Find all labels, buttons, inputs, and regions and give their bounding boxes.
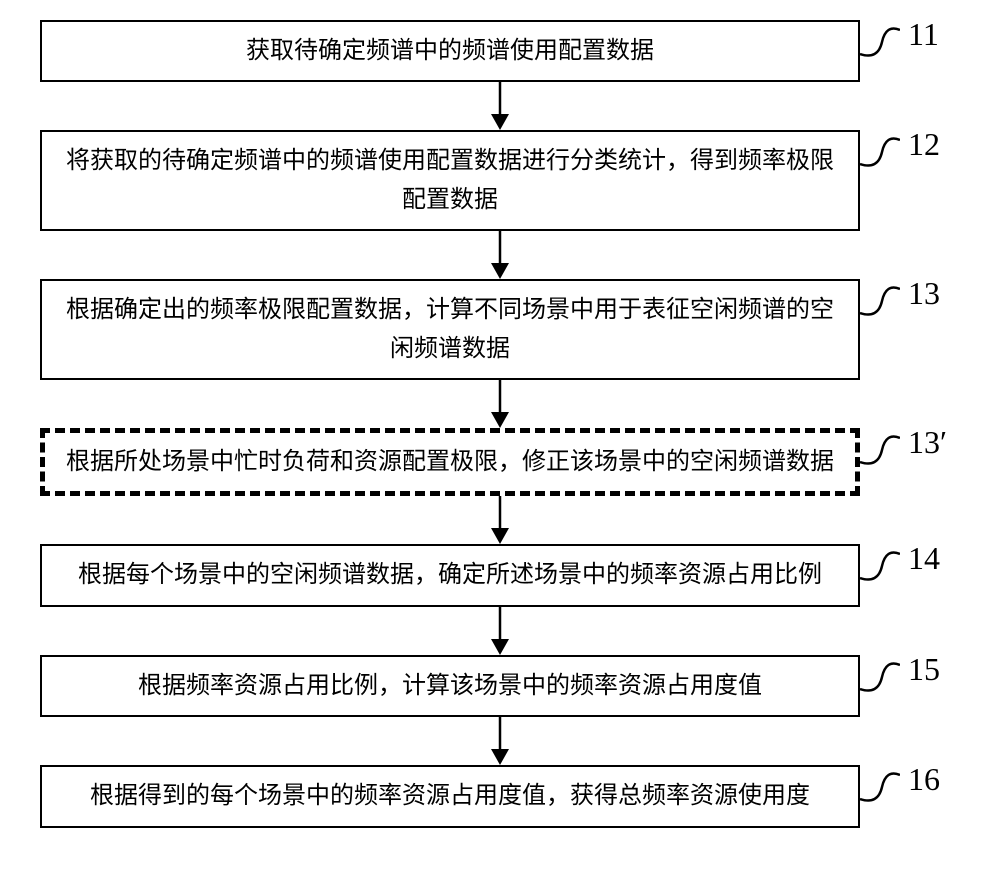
step-box-13p: 根据所处场景中忙时负荷和资源配置极限，修正该场景中的空闲频谱数据 <box>40 428 860 496</box>
step-row-13p: 根据所处场景中忙时负荷和资源配置极限，修正该场景中的空闲频谱数据 13′ <box>20 428 980 496</box>
step-label-15: 15 <box>908 651 940 688</box>
step-box-12: 将获取的待确定频谱中的频谱使用配置数据进行分类统计，得到频率极限配置数据 <box>40 130 860 231</box>
step-label-13: 13 <box>908 275 940 312</box>
step-label-11: 11 <box>908 16 939 53</box>
curve-connector <box>860 20 900 64</box>
arrow-down <box>20 496 980 544</box>
step-text-11: 获取待确定频谱中的频谱使用配置数据 <box>246 32 654 70</box>
step-text-13: 根据确定出的频率极限配置数据，计算不同场景中用于表征空闲频谱的空闲频谱数据 <box>62 291 838 368</box>
step-row-14: 根据每个场景中的空闲频谱数据，确定所述场景中的频率资源占用比例 14 <box>20 544 980 606</box>
arrow-down <box>20 380 980 428</box>
curve-connector <box>860 130 900 174</box>
step-text-12: 将获取的待确定频谱中的频谱使用配置数据进行分类统计，得到频率极限配置数据 <box>62 142 838 219</box>
step-text-16: 根据得到的每个场景中的频率资源占用度值，获得总频率资源使用度 <box>90 777 810 815</box>
step-row-16: 根据得到的每个场景中的频率资源占用度值，获得总频率资源使用度 16 <box>20 765 980 827</box>
step-label-13p: 13′ <box>908 424 947 461</box>
curve-connector <box>860 765 900 809</box>
step-label-16: 16 <box>908 761 940 798</box>
step-box-14: 根据每个场景中的空闲频谱数据，确定所述场景中的频率资源占用比例 <box>40 544 860 606</box>
step-label-12: 12 <box>908 126 940 163</box>
step-text-13p: 根据所处场景中忙时负荷和资源配置极限，修正该场景中的空闲频谱数据 <box>66 443 834 481</box>
step-row-13: 根据确定出的频率极限配置数据，计算不同场景中用于表征空闲频谱的空闲频谱数据 13 <box>20 279 980 380</box>
curve-connector <box>860 544 900 588</box>
step-box-13: 根据确定出的频率极限配置数据，计算不同场景中用于表征空闲频谱的空闲频谱数据 <box>40 279 860 380</box>
arrow-down <box>20 717 980 765</box>
curve-connector <box>860 655 900 699</box>
arrow-down <box>20 607 980 655</box>
flowchart-container: 获取待确定频谱中的频谱使用配置数据 11 将获取的待确定频谱中的频谱使用配置数据… <box>20 20 980 828</box>
step-row-15: 根据频率资源占用比例，计算该场景中的频率资源占用度值 15 <box>20 655 980 717</box>
step-label-14: 14 <box>908 540 940 577</box>
curve-connector <box>860 279 900 323</box>
curve-connector <box>860 428 900 472</box>
step-box-11: 获取待确定频谱中的频谱使用配置数据 <box>40 20 860 82</box>
arrow-down <box>20 231 980 279</box>
step-row-11: 获取待确定频谱中的频谱使用配置数据 11 <box>20 20 980 82</box>
step-box-16: 根据得到的每个场景中的频率资源占用度值，获得总频率资源使用度 <box>40 765 860 827</box>
step-row-12: 将获取的待确定频谱中的频谱使用配置数据进行分类统计，得到频率极限配置数据 12 <box>20 130 980 231</box>
step-text-15: 根据频率资源占用比例，计算该场景中的频率资源占用度值 <box>138 667 762 705</box>
step-text-14: 根据每个场景中的空闲频谱数据，确定所述场景中的频率资源占用比例 <box>78 556 822 594</box>
arrow-down <box>20 82 980 130</box>
step-box-15: 根据频率资源占用比例，计算该场景中的频率资源占用度值 <box>40 655 860 717</box>
